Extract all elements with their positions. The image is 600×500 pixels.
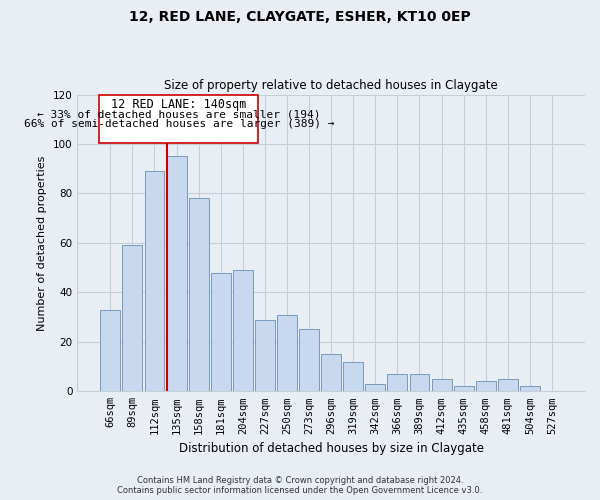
- Bar: [410, 374, 430, 392]
- Bar: [343, 362, 363, 392]
- Bar: [211, 272, 230, 392]
- Bar: [520, 386, 540, 392]
- Bar: [454, 386, 473, 392]
- Bar: [321, 354, 341, 392]
- Bar: [167, 156, 187, 392]
- Bar: [255, 320, 275, 392]
- Bar: [233, 270, 253, 392]
- Bar: [122, 246, 142, 392]
- X-axis label: Distribution of detached houses by size in Claygate: Distribution of detached houses by size …: [179, 442, 484, 455]
- Bar: [100, 310, 120, 392]
- Text: 66% of semi-detached houses are larger (389) →: 66% of semi-detached houses are larger (…: [23, 120, 334, 130]
- Text: 12 RED LANE: 140sqm: 12 RED LANE: 140sqm: [111, 98, 247, 112]
- Bar: [299, 330, 319, 392]
- Bar: [145, 171, 164, 392]
- Bar: [431, 379, 452, 392]
- Bar: [498, 379, 518, 392]
- Title: Size of property relative to detached houses in Claygate: Size of property relative to detached ho…: [164, 79, 498, 92]
- Text: ← 33% of detached houses are smaller (194): ← 33% of detached houses are smaller (19…: [37, 110, 320, 120]
- Text: 12, RED LANE, CLAYGATE, ESHER, KT10 0EP: 12, RED LANE, CLAYGATE, ESHER, KT10 0EP: [129, 10, 471, 24]
- Text: Contains HM Land Registry data © Crown copyright and database right 2024.
Contai: Contains HM Land Registry data © Crown c…: [118, 476, 482, 495]
- Bar: [388, 374, 407, 392]
- Bar: [277, 314, 297, 392]
- Bar: [189, 198, 209, 392]
- Bar: [365, 384, 385, 392]
- Y-axis label: Number of detached properties: Number of detached properties: [37, 155, 47, 330]
- FancyBboxPatch shape: [99, 94, 258, 143]
- Bar: [476, 382, 496, 392]
